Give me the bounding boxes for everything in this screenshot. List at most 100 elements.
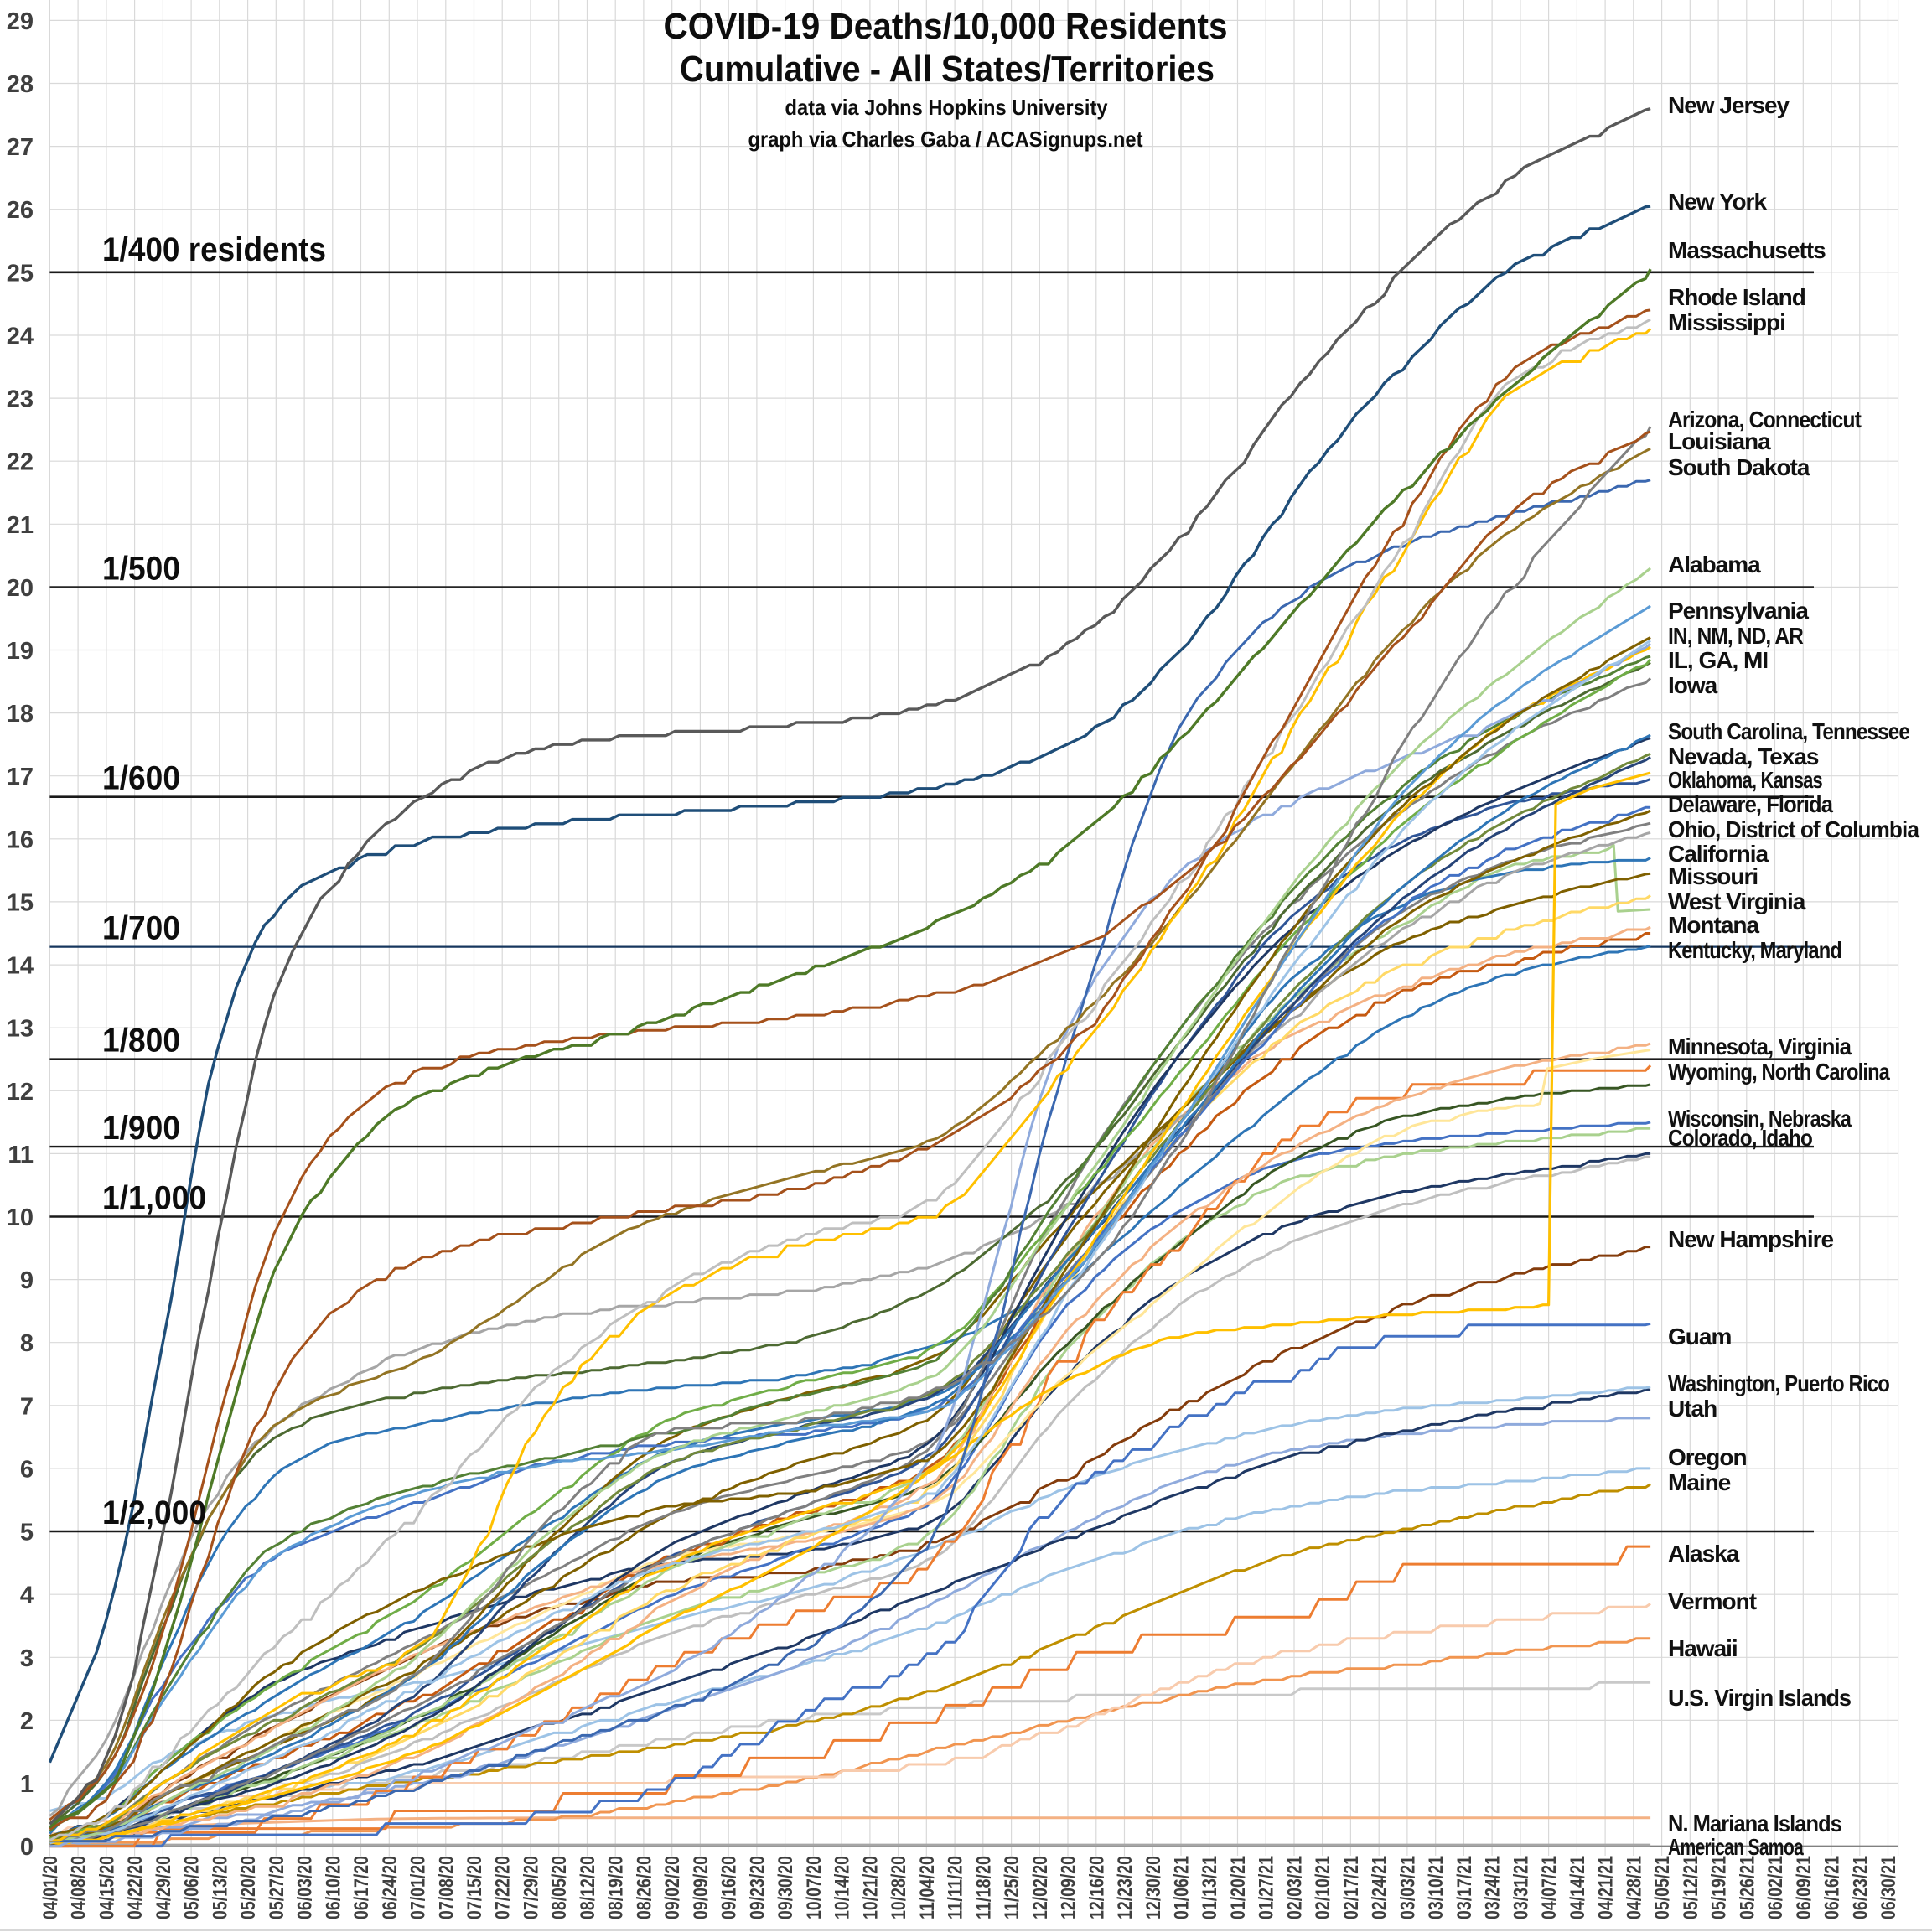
svg-text:06/17/20: 06/17/20 [350,1856,373,1919]
svg-text:06/23/21: 06/23/21 [1849,1856,1872,1919]
svg-text:10/28/20: 10/28/20 [888,1856,910,1919]
svg-text:10/21/20: 10/21/20 [859,1856,882,1919]
svg-text:04/14/21: 04/14/21 [1567,1856,1589,1919]
svg-text:08/26/20: 08/26/20 [633,1856,655,1919]
svg-text:01/06/21: 01/06/21 [1171,1856,1194,1919]
svg-text:04/22/20: 04/22/20 [124,1856,147,1919]
svg-text:01/27/21: 01/27/21 [1256,1856,1278,1919]
svg-text:01/13/21: 01/13/21 [1199,1856,1221,1919]
svg-text:03/10/21: 03/10/21 [1425,1856,1448,1919]
svg-text:09/30/20: 09/30/20 [774,1856,797,1919]
svg-text:1/900: 1/900 [102,1110,180,1147]
svg-text:Missouri: Missouri [1668,863,1758,889]
svg-text:Ohio, District of Columbia: Ohio, District of Columbia [1668,816,1919,842]
svg-text:02/10/21: 02/10/21 [1312,1856,1334,1919]
svg-text:California: California [1668,841,1769,867]
svg-text:05/20/20: 05/20/20 [237,1856,260,1919]
svg-text:07/01/20: 07/01/20 [407,1856,430,1919]
svg-text:05/19/21: 05/19/21 [1708,1856,1731,1919]
svg-text:01/20/21: 01/20/21 [1227,1856,1250,1919]
svg-text:Kentucky, Maryland: Kentucky, Maryland [1668,937,1841,963]
svg-text:Alabama: Alabama [1668,552,1761,578]
svg-text:Arizona, Connecticut: Arizona, Connecticut [1668,407,1862,432]
svg-text:COVID-19 Deaths/10,000 Residen: COVID-19 Deaths/10,000 Residents [664,6,1228,47]
svg-text:IN, NM, ND, AR: IN, NM, ND, AR [1668,623,1804,649]
svg-text:12/30/20: 12/30/20 [1142,1856,1165,1919]
svg-text:12: 12 [7,1079,34,1106]
svg-text:0: 0 [20,1834,34,1861]
svg-text:Cumulative - All States/Territ: Cumulative - All States/Territories [680,49,1215,90]
svg-text:02/03/21: 02/03/21 [1284,1856,1307,1919]
svg-text:07/08/20: 07/08/20 [435,1856,458,1919]
svg-text:06/02/21: 06/02/21 [1764,1856,1787,1919]
svg-text:Pennsylvania: Pennsylvania [1668,598,1809,624]
svg-text:Nevada, Texas: Nevada, Texas [1668,743,1819,769]
svg-text:New York: New York [1668,189,1767,215]
svg-text:12/02/20: 12/02/20 [1029,1856,1052,1919]
svg-text:Delaware, Florida: Delaware, Florida [1668,791,1833,817]
svg-text:5: 5 [20,1520,34,1546]
svg-text:03/03/21: 03/03/21 [1396,1856,1419,1919]
svg-text:Oklahoma, Kansas: Oklahoma, Kansas [1668,767,1822,793]
svg-text:Mississippi: Mississippi [1668,309,1785,335]
svg-text:08/05/20: 08/05/20 [548,1856,571,1919]
svg-text:14: 14 [7,953,34,980]
svg-text:10/14/20: 10/14/20 [831,1856,854,1919]
svg-text:16: 16 [7,826,34,853]
svg-text:20: 20 [7,575,34,602]
svg-text:09/02/20: 09/02/20 [661,1856,684,1919]
svg-text:17: 17 [7,764,34,790]
svg-text:04/21/21: 04/21/21 [1595,1856,1618,1919]
svg-text:Iowa: Iowa [1668,672,1718,698]
svg-text:8: 8 [20,1330,34,1357]
svg-text:Wisconsin, Nebraska: Wisconsin, Nebraska [1668,1106,1852,1132]
svg-text:09/23/20: 09/23/20 [746,1856,769,1919]
svg-text:West Virginia: West Virginia [1668,888,1806,914]
svg-text:American Samoa: American Samoa [1668,1834,1804,1860]
svg-text:Guam: Guam [1668,1323,1731,1349]
svg-text:Rhode Island: Rhode Island [1668,284,1805,310]
svg-text:10: 10 [7,1204,34,1231]
svg-text:South Carolina, Tennessee: South Carolina, Tennessee [1668,718,1909,744]
svg-text:Alaska: Alaska [1668,1541,1740,1567]
svg-text:06/09/21: 06/09/21 [1793,1856,1815,1919]
svg-text:15: 15 [7,889,34,916]
svg-text:05/05/21: 05/05/21 [1651,1856,1674,1919]
svg-text:7: 7 [20,1393,34,1420]
svg-text:Montana: Montana [1668,912,1760,938]
svg-text:12/23/20: 12/23/20 [1114,1856,1137,1919]
svg-text:13: 13 [7,1016,34,1043]
svg-text:08/12/20: 08/12/20 [577,1856,599,1919]
svg-text:19: 19 [7,638,34,665]
svg-text:18: 18 [7,701,34,728]
svg-text:1/600: 1/600 [102,760,180,797]
svg-text:11/25/20: 11/25/20 [1001,1856,1023,1919]
svg-text:03/31/21: 03/31/21 [1510,1856,1532,1919]
svg-text:3: 3 [20,1645,34,1672]
svg-text:Massachusetts: Massachusetts [1668,237,1826,263]
svg-text:03/17/21: 03/17/21 [1453,1856,1476,1919]
svg-text:New Jersey: New Jersey [1668,92,1790,118]
svg-text:South Dakota: South Dakota [1668,454,1810,480]
svg-text:10/07/20: 10/07/20 [803,1856,826,1919]
svg-text:02/24/21: 02/24/21 [1369,1856,1391,1919]
svg-text:04/07/21: 04/07/21 [1538,1856,1561,1919]
svg-text:Louisiana: Louisiana [1668,428,1771,454]
svg-text:05/26/21: 05/26/21 [1736,1856,1758,1919]
svg-text:Utah: Utah [1668,1396,1717,1422]
svg-text:26: 26 [7,197,34,224]
svg-text:1/2,000: 1/2,000 [102,1494,206,1531]
svg-text:Minnesota, Virginia: Minnesota, Virginia [1668,1033,1852,1059]
svg-text:04/28/21: 04/28/21 [1623,1856,1645,1919]
svg-text:07/29/20: 07/29/20 [521,1856,543,1919]
svg-text:05/12/21: 05/12/21 [1680,1856,1702,1919]
svg-text:06/10/20: 06/10/20 [322,1856,344,1919]
svg-text:6: 6 [20,1456,34,1483]
svg-text:25: 25 [7,260,34,287]
svg-text:28: 28 [7,71,34,98]
svg-text:06/03/20: 06/03/20 [294,1856,317,1919]
svg-text:Wyoming, North Carolina: Wyoming, North Carolina [1668,1059,1890,1085]
svg-text:27: 27 [7,134,34,161]
svg-text:23: 23 [7,386,34,413]
svg-text:Hawaii: Hawaii [1668,1635,1738,1661]
